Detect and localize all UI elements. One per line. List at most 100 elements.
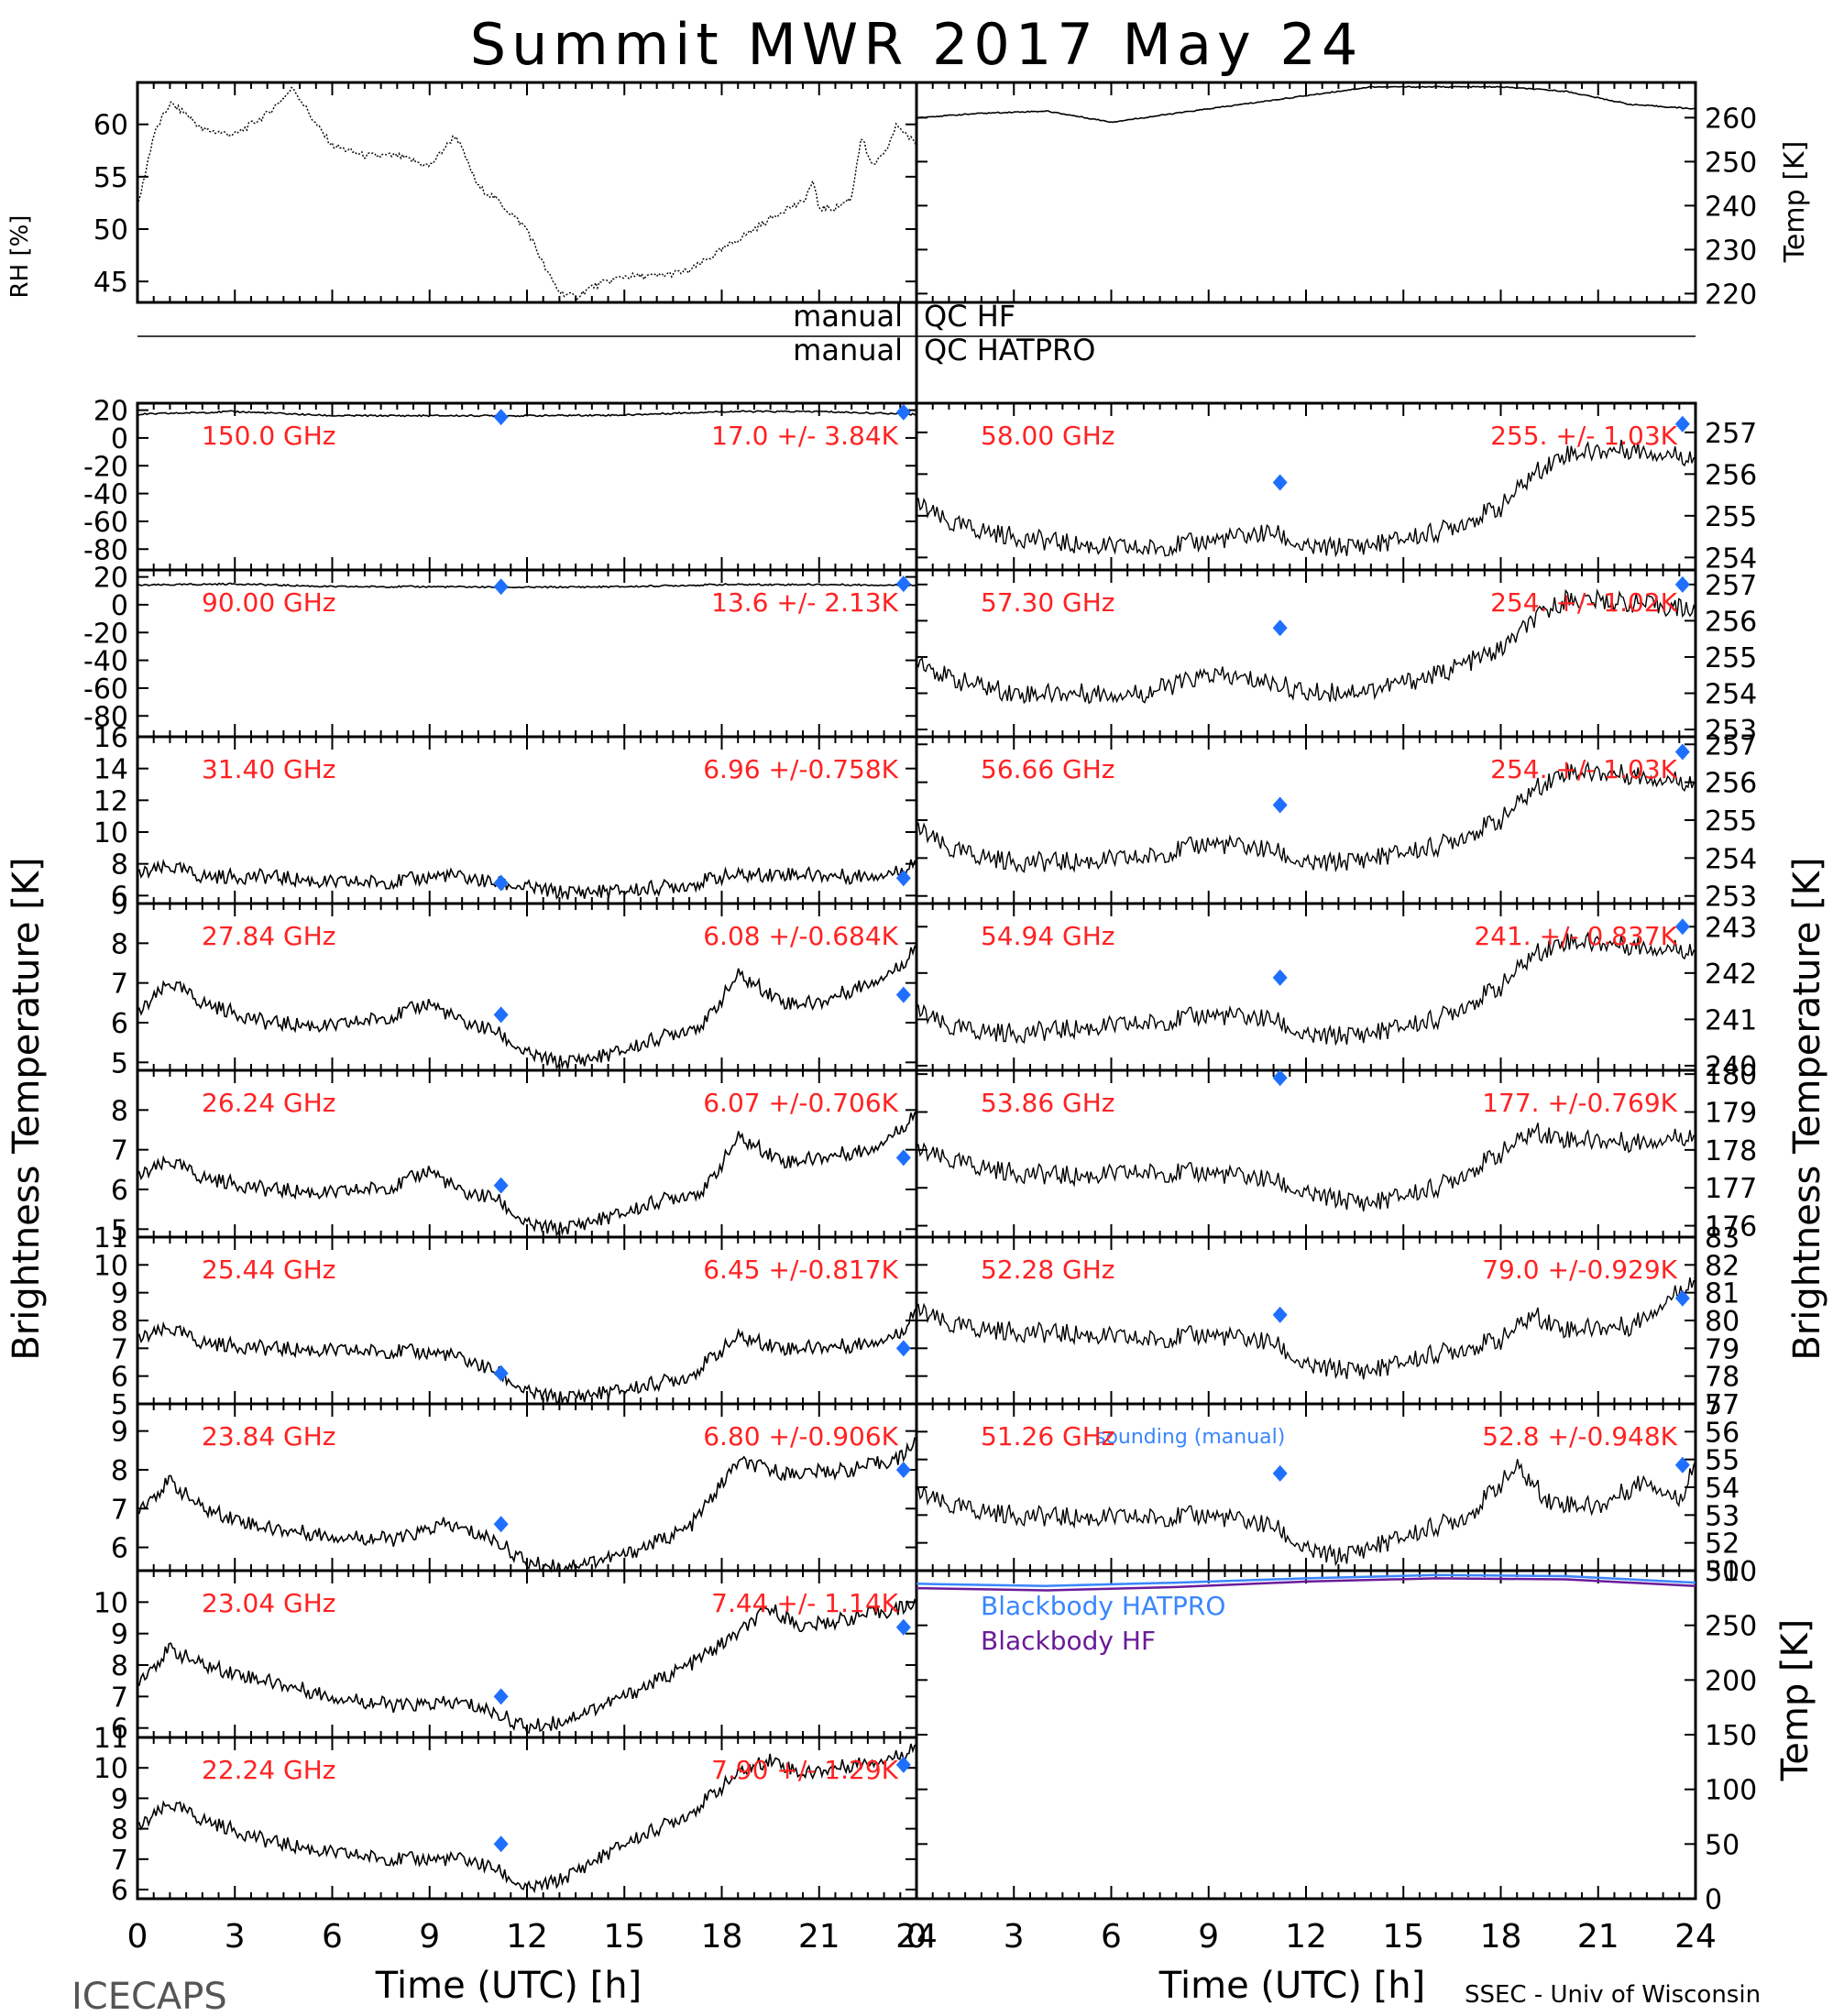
- tb_23_04-ytick-label: 7: [111, 1682, 128, 1714]
- tb_53-ytick-label: 176: [1705, 1211, 1757, 1244]
- tb_51-stat-label: 52.8 +/-0.948K: [1482, 1421, 1677, 1452]
- tb_26-freq-label: 26.24 GHz: [202, 1088, 336, 1118]
- tb_26-sounding-marker: [493, 1177, 509, 1194]
- tb_56-ytick-label: 255: [1705, 805, 1757, 838]
- temp_top-trace: [916, 85, 1696, 124]
- tb_31-ytick-label: 12: [93, 785, 128, 817]
- tb_52-stat-label: 79.0 +/-0.929K: [1482, 1255, 1677, 1285]
- temp-axis-label: Temp [K]: [1779, 141, 1811, 264]
- blackbody-ytick-label: 200: [1705, 1665, 1757, 1697]
- blackbody-series-1: [916, 1577, 1696, 1592]
- tb_57_30-ytick-label: 255: [1705, 642, 1757, 674]
- tb_52-sounding-marker: [1272, 1306, 1288, 1323]
- tb_54-freq-label: 54.94 GHz: [981, 921, 1115, 951]
- tb_27-ytick-label: 5: [111, 1047, 128, 1079]
- tb_31-ytick-label: 10: [93, 817, 128, 849]
- blackbody-legend-0: Blackbody HATPRO: [981, 1591, 1225, 1621]
- x-axis-label-right: Time (UTC) [h]: [1158, 1965, 1425, 2007]
- tb_31-ytick-label: 14: [93, 754, 128, 786]
- tb_56-ytick-label: 256: [1705, 768, 1757, 800]
- tb_23_04-freq-label: 23.04 GHz: [202, 1588, 336, 1618]
- tb_57_30-ytick-label: 253: [1705, 715, 1757, 747]
- tb_23_84-ytick-label: 6: [111, 1533, 128, 1565]
- tb_23_84-ytick-label: 9: [111, 1417, 128, 1449]
- tb_27-sounding-marker: [895, 986, 911, 1003]
- rh-ytick-label: 45: [93, 267, 128, 299]
- tb_52-sounding-marker: [1674, 1289, 1690, 1307]
- tb_54-ytick-label: 241: [1705, 1004, 1757, 1036]
- tb_90-trace: [137, 582, 917, 589]
- tb_53-ytick-label: 178: [1705, 1135, 1757, 1167]
- tb_23_04-ytick-label: 6: [111, 1714, 128, 1746]
- tb_56-ytick-label: 257: [1705, 729, 1757, 761]
- tb_26-sounding-marker: [895, 1149, 911, 1167]
- tb_25-ytick-label: 11: [93, 1222, 128, 1255]
- tb_52-trace: [916, 1276, 1696, 1380]
- tb_27-stat-label: 6.08 +/-0.684K: [703, 921, 898, 951]
- blackbody-temp-axis-label: Temp [K]: [1774, 1619, 1817, 1782]
- x-tick-left-18: 18: [701, 1918, 743, 1956]
- tb_22-ytick-label: 6: [111, 1875, 128, 1907]
- tb_90-ytick-label: -60: [83, 674, 128, 706]
- tb_58-ytick-label: 255: [1705, 501, 1757, 533]
- x-tick-left-12: 12: [506, 1918, 548, 1956]
- x-tick-left-6: 6: [322, 1918, 343, 1956]
- tb_90-freq-label: 90.00 GHz: [202, 587, 336, 618]
- tb_53-ytick-label: 180: [1705, 1059, 1757, 1091]
- tb_53-ytick-label: 177: [1705, 1173, 1757, 1205]
- tb_54-ytick-label: 243: [1705, 912, 1757, 944]
- tb_90-ytick-label: 0: [111, 590, 128, 622]
- tb_57_30-ytick-label: 257: [1705, 570, 1757, 602]
- tb_57_30-ytick-label: 256: [1705, 606, 1757, 638]
- tb_57_30-sounding-marker: [1272, 619, 1288, 637]
- x-tick-right-9: 9: [1198, 1918, 1219, 1956]
- tb_25-ytick-label: 10: [93, 1250, 128, 1282]
- tb_90-ytick-label: -40: [83, 646, 128, 678]
- tb_51-sounding-marker: [1674, 1456, 1690, 1474]
- tb_52-ytick-label: 83: [1705, 1222, 1740, 1255]
- tb_90-ytick-label: 20: [93, 563, 128, 595]
- blackbody-ytick-label: 50: [1705, 1829, 1740, 1861]
- tb-left-axis-label: Brightness Temperature [K]: [5, 857, 48, 1360]
- tb_23_84-freq-label: 23.84 GHz: [202, 1421, 336, 1452]
- x-tick-right-24: 24: [1674, 1918, 1717, 1956]
- tb_23_84-sounding-marker: [895, 1461, 911, 1478]
- tb_23_84-stat-label: 6.80 +/-0.906K: [703, 1421, 898, 1452]
- x-tick-right-0: 0: [906, 1918, 927, 1956]
- qc-hatpro-left-label: manual: [793, 333, 903, 367]
- tb_25-ytick-label: 6: [111, 1362, 128, 1394]
- tb_58-ytick-label: 254: [1705, 542, 1757, 575]
- tb_52-ytick-label: 81: [1705, 1278, 1740, 1310]
- tb_150-sounding-marker: [895, 403, 911, 421]
- tb_56-stat-label: 254. +/- 1.03K: [1490, 754, 1677, 784]
- tb_57_30-ytick-label: 254: [1705, 679, 1757, 711]
- tb_23_04-ytick-label: 8: [111, 1650, 128, 1682]
- temp_top-ytick-label: 260: [1705, 103, 1757, 135]
- tb_31-ytick-label: 8: [111, 849, 128, 882]
- tb_52-ytick-label: 80: [1705, 1306, 1740, 1338]
- x-tick-left-15: 15: [603, 1918, 645, 1956]
- x-tick-right-15: 15: [1382, 1918, 1424, 1956]
- tb_58-sounding-marker: [1272, 474, 1288, 491]
- x-tick-left-24: 24: [895, 1918, 938, 1956]
- tb_56-trace: [916, 761, 1696, 873]
- tb_150-trace: [137, 410, 917, 418]
- tb_25-ytick-label: 5: [111, 1389, 128, 1421]
- tb_25-sounding-marker: [493, 1364, 509, 1382]
- tb_90-sounding-marker: [493, 578, 509, 596]
- tb_51-sounding-marker: [1272, 1464, 1288, 1482]
- blackbody-ytick-label: 300: [1705, 1556, 1757, 1588]
- rh-ytick-label: 60: [93, 110, 128, 142]
- tb_150-ytick-label: -80: [83, 534, 128, 566]
- tb_23_84-ytick-label: 7: [111, 1494, 128, 1526]
- tb_56-freq-label: 56.66 GHz: [981, 754, 1115, 784]
- footer-icecaps: ICECAPS: [71, 1976, 227, 2016]
- tb_26-trace: [137, 1111, 917, 1237]
- tb_23_04-stat-label: 7.44 +/- 1.14K: [711, 1588, 898, 1618]
- qc-hatpro-right-label: QC HATPRO: [924, 333, 1095, 367]
- tb_22-ytick-label: 7: [111, 1845, 128, 1877]
- temp_top-ytick-label: 230: [1705, 235, 1757, 267]
- rh-trace: [137, 86, 917, 301]
- tb_51-ytick-label: 53: [1705, 1500, 1740, 1532]
